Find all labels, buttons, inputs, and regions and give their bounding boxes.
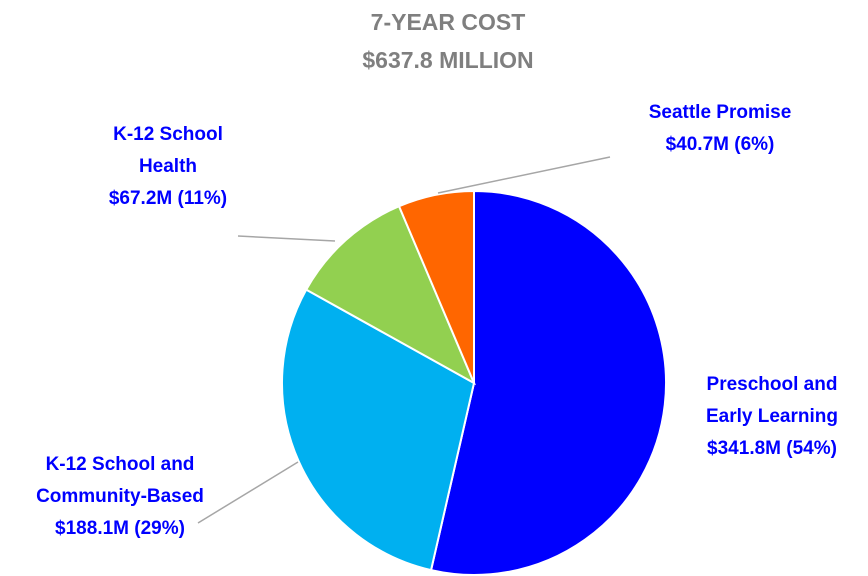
- slice-label-k12-school-health: K-12 School Health $67.2M (11%): [109, 124, 227, 209]
- slice-label-seattle-promise: Seattle Promise $40.7M (6%): [649, 102, 792, 155]
- slice-label-line: $341.8M (54%): [707, 438, 837, 459]
- slice-label-line: Community-Based: [36, 486, 204, 507]
- slice-label-line: Early Learning: [706, 406, 838, 427]
- chart-title: 7-YEAR COST: [371, 9, 526, 35]
- pie-slices: [281, 189, 668, 576]
- pie-slice-k12-school-community: [281, 288, 476, 572]
- slice-label-line: $188.1M (29%): [55, 518, 185, 539]
- slice-label-line: Preschool and: [707, 374, 838, 395]
- slice-label-line: K-12 School and: [46, 454, 195, 475]
- pie-slice-seattle-promise: [397, 189, 475, 384]
- leader-line-seattle-promise: [437, 156, 611, 194]
- chart-subtitle: $637.8 MILLION: [362, 47, 533, 73]
- leader-lines: [197, 156, 611, 524]
- slice-labels: Preschool and Early Learning $341.8M (54%)…: [36, 102, 838, 539]
- slice-label-k12-school-community: K-12 School and Community-Based $188.1M (2…: [36, 454, 204, 539]
- slice-label-line: K-12 School: [113, 124, 223, 145]
- slice-label-line: Seattle Promise: [649, 102, 792, 123]
- slice-label-line: $67.2M (11%): [109, 188, 227, 209]
- slice-label-preschool-early-learning: Preschool and Early Learning $341.8M (54%): [706, 374, 838, 459]
- slice-label-line: Health: [139, 156, 197, 177]
- pie-slice-k12-school-health: [304, 204, 477, 386]
- pie-slice-preschool-early-learning: [429, 189, 668, 576]
- leader-line-k12-school-community: [197, 461, 299, 524]
- leader-line-k12-school-health: [237, 235, 336, 242]
- slice-label-line: $40.7M (6%): [666, 134, 775, 155]
